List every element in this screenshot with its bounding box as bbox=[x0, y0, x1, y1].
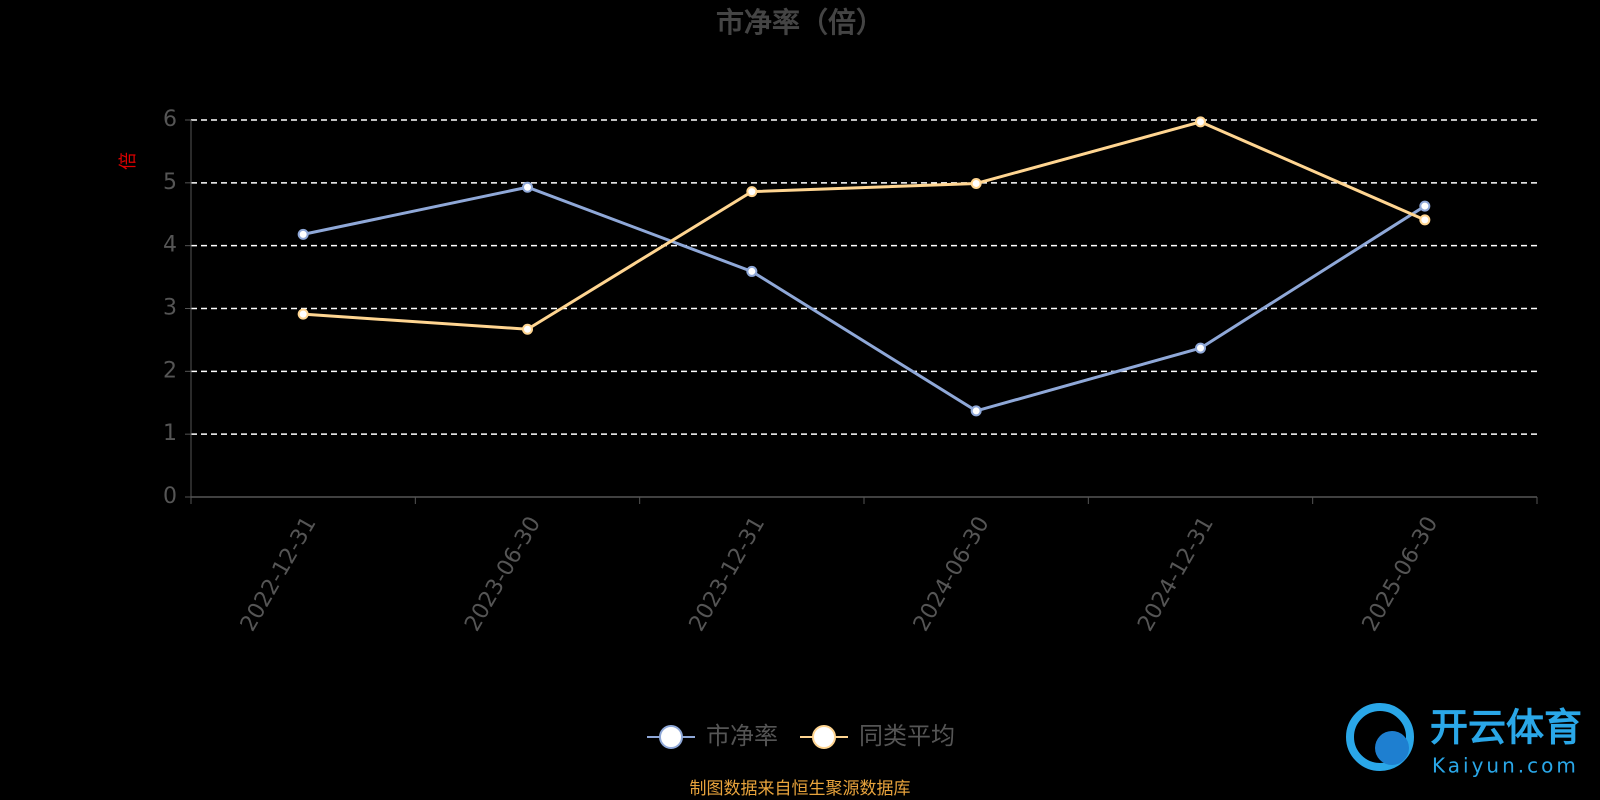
data-point bbox=[1195, 116, 1206, 128]
data-point bbox=[1195, 342, 1206, 354]
data-point bbox=[970, 177, 982, 189]
legend-label: 同类平均 bbox=[859, 722, 955, 750]
watermark-site: Kaiyun.com bbox=[1432, 754, 1579, 778]
x-tick-label: 2024-12-31 bbox=[1133, 513, 1219, 636]
x-tick-label: 2024-06-30 bbox=[909, 513, 995, 636]
data-point bbox=[970, 405, 982, 417]
y-axis-label: 倍 bbox=[118, 152, 139, 170]
x-tick-label: 2023-06-30 bbox=[460, 513, 546, 636]
y-tick-label: 5 bbox=[163, 170, 177, 195]
data-point bbox=[297, 308, 309, 320]
watermark-brand: 开云体育 bbox=[1430, 706, 1582, 750]
y-tick-label: 2 bbox=[163, 358, 177, 383]
legend-marker bbox=[812, 725, 836, 749]
chart-title: 市净率（倍） bbox=[716, 6, 884, 39]
data-point bbox=[1419, 214, 1431, 226]
data-point bbox=[1419, 200, 1431, 212]
watermark: 开云体育 Kaiyun.com bbox=[1346, 703, 1582, 778]
y-tick-label: 1 bbox=[163, 421, 177, 446]
watermark-logo bbox=[1346, 703, 1414, 771]
series-line bbox=[302, 185, 1426, 413]
y-tick-label: 0 bbox=[163, 484, 177, 509]
legend-marker bbox=[659, 725, 683, 749]
x-tick-label: 2022-12-31 bbox=[236, 513, 322, 636]
watermark-ball bbox=[1375, 731, 1409, 765]
data-point bbox=[746, 265, 758, 277]
x-tick-label: 2023-12-31 bbox=[685, 513, 771, 636]
data-point bbox=[746, 186, 758, 198]
data-point bbox=[522, 181, 533, 193]
y-tick-label: 3 bbox=[163, 296, 177, 321]
x-tick-label: 2025-06-30 bbox=[1358, 513, 1444, 636]
series-line bbox=[303, 120, 1426, 331]
data-point bbox=[522, 323, 533, 335]
data-point bbox=[297, 228, 309, 240]
legend-label: 市净率 bbox=[706, 722, 778, 750]
y-tick-label: 6 bbox=[163, 107, 177, 132]
source-note: 制图数据来自恒生聚源数据库 bbox=[690, 779, 911, 799]
y-tick-label: 4 bbox=[163, 233, 177, 258]
